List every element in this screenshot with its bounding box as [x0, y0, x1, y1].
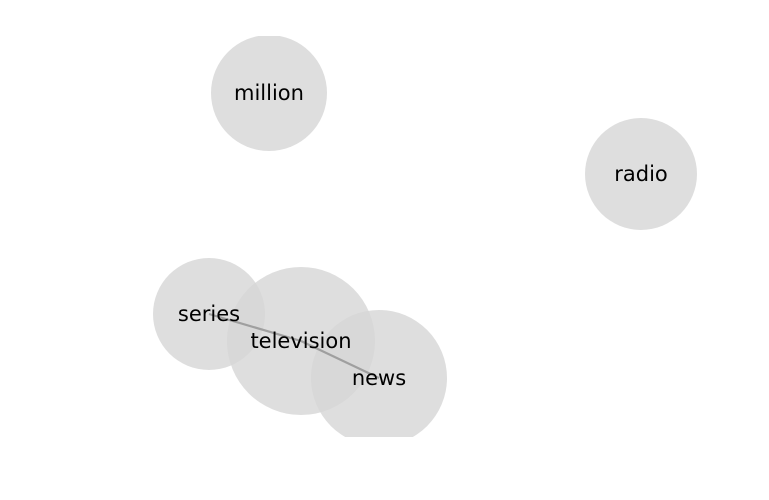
node-radio — [585, 118, 697, 230]
node-label-million: million — [234, 81, 304, 105]
edge-series-television — [208, 312, 302, 343]
node-label-radio: radio — [614, 162, 668, 186]
node-label-news: news — [352, 366, 406, 390]
edge-lines — [208, 312, 380, 379]
edge-television-news — [300, 340, 380, 379]
node-news — [311, 310, 447, 437]
node-million — [211, 36, 327, 151]
node-label-series: series — [178, 302, 240, 326]
node-label-television: television — [250, 329, 351, 353]
